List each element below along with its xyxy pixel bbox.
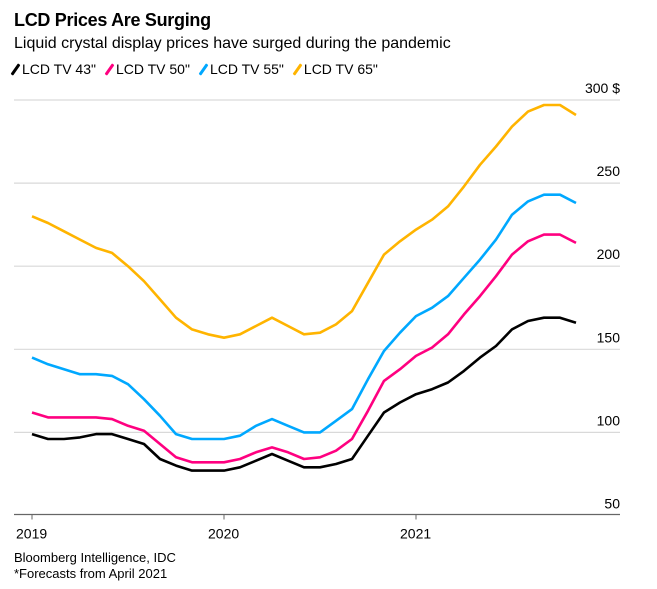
x-tick-label: 2021: [400, 526, 431, 542]
x-tick-label: 2019: [16, 526, 47, 542]
note-text: *Forecasts from April 2021: [14, 566, 168, 581]
legend-label: LCD TV 43": [22, 61, 96, 77]
legend-item: LCD TV 65": [292, 61, 378, 77]
chart-title: LCD Prices Are Surging: [14, 10, 211, 30]
source-text: Bloomberg Intelligence, IDC: [14, 550, 176, 565]
series-line: [31, 193, 577, 441]
series-line: [31, 233, 577, 464]
footer: Bloomberg Intelligence, IDC *Forecasts f…: [14, 550, 176, 582]
series-line: [31, 316, 577, 472]
legend-label: LCD TV 55": [209, 61, 284, 77]
legend: LCD TV 43" LCD TV 50" LCD TV 55" LCD TV 65": [10, 61, 378, 77]
y-tick-label: 150: [597, 329, 621, 345]
x-tick-label: 2020: [208, 526, 239, 542]
legend-item: LCD TV 50": [104, 61, 190, 77]
series-line: [31, 103, 577, 340]
y-tick-label: 250: [597, 163, 621, 179]
y-tick-label: 200: [597, 246, 621, 262]
y-tick-label: 50: [604, 496, 620, 512]
legend-item: LCD TV 43": [10, 61, 96, 77]
y-tick-label: 100: [597, 412, 621, 428]
legend-label: LCD TV 50": [115, 61, 190, 77]
legend-item: LCD TV 55": [198, 61, 284, 77]
chart-subtitle: Liquid crystal display prices have surge…: [14, 35, 451, 52]
legend-label: LCD TV 65": [303, 61, 378, 77]
y-tick-label: 300 $: [585, 80, 620, 96]
